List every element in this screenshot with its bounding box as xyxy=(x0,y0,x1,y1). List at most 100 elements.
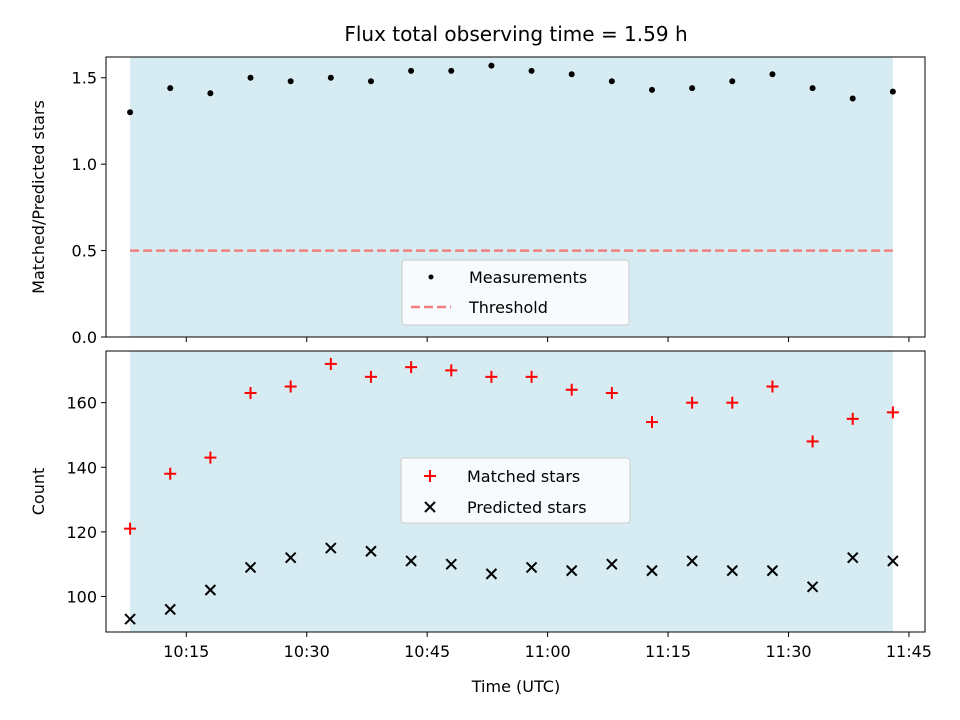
legend-predicted-marker xyxy=(424,501,436,513)
legend-threshold-label: Threshold xyxy=(468,298,548,317)
x-tick-label: 10:15 xyxy=(163,642,209,661)
measurement-point xyxy=(247,74,254,81)
predicted-star-point xyxy=(606,558,618,570)
bottom-panel: 100 120 140 160 10:15 10:30 10:45 11:00 11:15 11… xyxy=(29,350,932,661)
matched-star-point xyxy=(886,406,899,419)
legend-matched-marker xyxy=(424,470,436,482)
predicted-star-point xyxy=(565,564,578,577)
predicted-star-point xyxy=(204,584,217,596)
top-y-axis-label: Matched/Predicted stars xyxy=(29,100,48,294)
measurement-point xyxy=(689,85,696,92)
predicted-star-point xyxy=(284,552,297,564)
measurement-point xyxy=(568,71,575,78)
predicted-star-point xyxy=(766,564,779,577)
measurement-point xyxy=(608,78,615,85)
predicted-star-point xyxy=(325,542,337,554)
predicted-star-point xyxy=(646,564,658,577)
bottom-y-ticks: 100 120 140 160 xyxy=(66,394,106,606)
predicted-star-point xyxy=(244,561,257,574)
y-tick-label: 100 xyxy=(66,587,97,606)
predicted-star-point xyxy=(405,555,417,567)
measurement-point xyxy=(488,62,495,69)
y-tick-label: 160 xyxy=(66,394,97,413)
top-panel: 0.0 0.5 1.0 1.5 Matched/Predicted stars Mea… xyxy=(29,56,926,347)
predicted-star-point xyxy=(365,545,377,557)
predicted-star-point xyxy=(124,613,136,625)
top-y-ticks: 0.0 0.5 1.0 1.5 xyxy=(72,69,106,347)
bottom-x-ticks: 10:15 10:30 10:45 11:00 11:15 11:30 11:45 xyxy=(163,632,932,661)
matched-star-point xyxy=(364,370,377,383)
matched-star-point xyxy=(565,383,578,396)
predicted-star-point xyxy=(686,555,698,567)
predicted-star-point xyxy=(887,555,899,567)
y-tick-label: 1.5 xyxy=(72,69,97,88)
top-legend: Measurements Threshold xyxy=(401,259,630,326)
measurement-point xyxy=(367,78,374,85)
bottom-y-axis-label: Count xyxy=(29,468,48,516)
bottom-axes-frame xyxy=(105,350,926,633)
predicted-star-point xyxy=(847,552,859,564)
matched-star-point xyxy=(204,451,217,464)
x-tick-label: 11:45 xyxy=(886,642,932,661)
measurement-point xyxy=(769,71,776,78)
matched-stars-points xyxy=(124,357,899,535)
matched-star-point xyxy=(766,380,779,393)
measurement-point xyxy=(127,109,134,116)
matched-star-point xyxy=(806,435,819,448)
x-axis-label: Time (UTC) xyxy=(471,677,560,696)
matched-star-point xyxy=(164,467,177,480)
matched-star-point xyxy=(525,370,538,383)
y-tick-label: 0.0 xyxy=(72,328,97,347)
x-tick-label: 11:15 xyxy=(645,642,691,661)
measurement-point xyxy=(729,78,736,85)
y-tick-label: 0.5 xyxy=(72,242,97,261)
legend-matched-label: Matched stars xyxy=(467,467,580,486)
measurement-point xyxy=(849,95,856,102)
top-axes-frame xyxy=(105,56,926,338)
x-tick-label: 10:30 xyxy=(284,642,330,661)
y-tick-label: 1.0 xyxy=(72,155,97,174)
matched-star-point xyxy=(284,380,297,393)
matched-star-point xyxy=(726,396,739,409)
chart-title: Flux total observing time = 1.59 h xyxy=(344,22,687,46)
matched-star-point xyxy=(324,357,337,370)
legend-predicted-label: Predicted stars xyxy=(467,498,587,517)
matched-star-point xyxy=(445,364,458,377)
legend-measurements-marker xyxy=(428,274,434,280)
predicted-star-point xyxy=(164,603,176,616)
matched-star-point xyxy=(405,361,418,374)
measurement-point xyxy=(809,85,816,92)
predicted-star-point xyxy=(525,561,538,574)
top-x-ticks xyxy=(185,337,910,342)
measurement-point xyxy=(167,85,174,92)
matched-star-point xyxy=(605,386,618,399)
matched-star-point xyxy=(686,396,699,409)
matched-star-point xyxy=(244,386,257,399)
x-tick-label: 11:00 xyxy=(525,642,571,661)
x-tick-label: 11:30 xyxy=(765,642,811,661)
matched-star-point xyxy=(124,522,137,535)
bottom-legend-box xyxy=(400,457,631,524)
measurement-point xyxy=(287,78,294,85)
predicted-star-point xyxy=(806,581,819,593)
predicted-star-point xyxy=(445,558,457,570)
measurement-point xyxy=(327,74,334,81)
measurement-point xyxy=(528,67,535,74)
predicted-stars-points xyxy=(124,542,899,625)
matched-star-point xyxy=(646,416,658,429)
y-tick-label: 120 xyxy=(66,523,97,542)
x-tick-label: 10:45 xyxy=(404,642,450,661)
measurement-point xyxy=(448,67,455,74)
top-legend-box xyxy=(401,259,630,326)
measurement-point xyxy=(889,88,896,95)
legend-measurements-label: Measurements xyxy=(469,268,587,287)
y-tick-label: 140 xyxy=(66,458,97,477)
measurement-point xyxy=(408,67,415,74)
measurement-point xyxy=(207,90,214,97)
matched-star-point xyxy=(485,370,498,383)
matched-star-point xyxy=(846,412,859,425)
predicted-star-point xyxy=(485,568,498,580)
bottom-legend: Matched stars Predicted stars xyxy=(400,457,631,524)
predicted-star-point xyxy=(726,564,739,577)
